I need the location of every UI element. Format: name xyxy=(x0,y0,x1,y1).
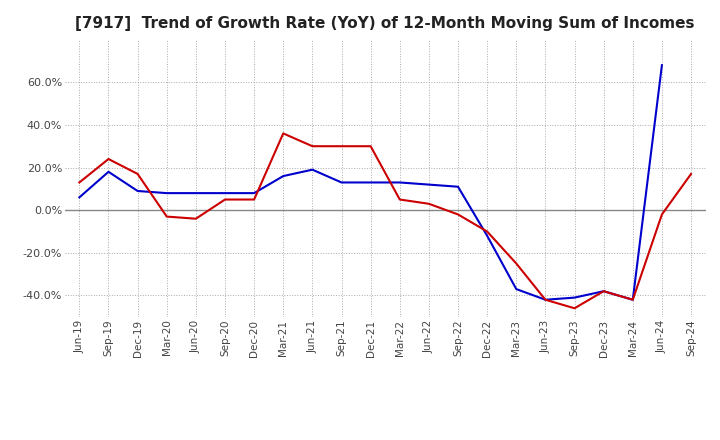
Ordinary Income Growth Rate xyxy=(541,297,550,302)
Ordinary Income Growth Rate xyxy=(133,188,142,194)
Net Income Growth Rate xyxy=(250,197,258,202)
Net Income Growth Rate xyxy=(337,143,346,149)
Net Income Growth Rate xyxy=(104,156,113,161)
Net Income Growth Rate xyxy=(483,229,492,234)
Ordinary Income Growth Rate xyxy=(512,286,521,292)
Ordinary Income Growth Rate xyxy=(192,191,200,196)
Title: [7917]  Trend of Growth Rate (YoY) of 12-Month Moving Sum of Incomes: [7917] Trend of Growth Rate (YoY) of 12-… xyxy=(76,16,695,32)
Ordinary Income Growth Rate xyxy=(454,184,462,189)
Line: Ordinary Income Growth Rate: Ordinary Income Growth Rate xyxy=(79,65,662,300)
Ordinary Income Growth Rate xyxy=(599,289,608,294)
Ordinary Income Growth Rate xyxy=(629,297,637,302)
Net Income Growth Rate xyxy=(308,143,317,149)
Net Income Growth Rate xyxy=(512,261,521,266)
Ordinary Income Growth Rate xyxy=(308,167,317,172)
Ordinary Income Growth Rate xyxy=(570,295,579,300)
Net Income Growth Rate xyxy=(599,289,608,294)
Line: Net Income Growth Rate: Net Income Growth Rate xyxy=(79,133,691,308)
Net Income Growth Rate xyxy=(687,171,696,176)
Ordinary Income Growth Rate xyxy=(163,191,171,196)
Ordinary Income Growth Rate xyxy=(220,191,229,196)
Net Income Growth Rate xyxy=(657,212,666,217)
Net Income Growth Rate xyxy=(75,180,84,185)
Ordinary Income Growth Rate xyxy=(366,180,375,185)
Net Income Growth Rate xyxy=(570,306,579,311)
Net Income Growth Rate xyxy=(163,214,171,219)
Net Income Growth Rate xyxy=(133,171,142,176)
Net Income Growth Rate xyxy=(366,143,375,149)
Ordinary Income Growth Rate xyxy=(425,182,433,187)
Net Income Growth Rate xyxy=(220,197,229,202)
Ordinary Income Growth Rate xyxy=(337,180,346,185)
Net Income Growth Rate xyxy=(425,201,433,206)
Ordinary Income Growth Rate xyxy=(75,195,84,200)
Ordinary Income Growth Rate xyxy=(657,62,666,68)
Net Income Growth Rate xyxy=(454,212,462,217)
Ordinary Income Growth Rate xyxy=(483,233,492,238)
Ordinary Income Growth Rate xyxy=(250,191,258,196)
Ordinary Income Growth Rate xyxy=(279,173,287,179)
Net Income Growth Rate xyxy=(629,297,637,302)
Net Income Growth Rate xyxy=(395,197,404,202)
Ordinary Income Growth Rate xyxy=(395,180,404,185)
Net Income Growth Rate xyxy=(192,216,200,221)
Net Income Growth Rate xyxy=(279,131,287,136)
Ordinary Income Growth Rate xyxy=(104,169,113,174)
Net Income Growth Rate xyxy=(541,297,550,302)
